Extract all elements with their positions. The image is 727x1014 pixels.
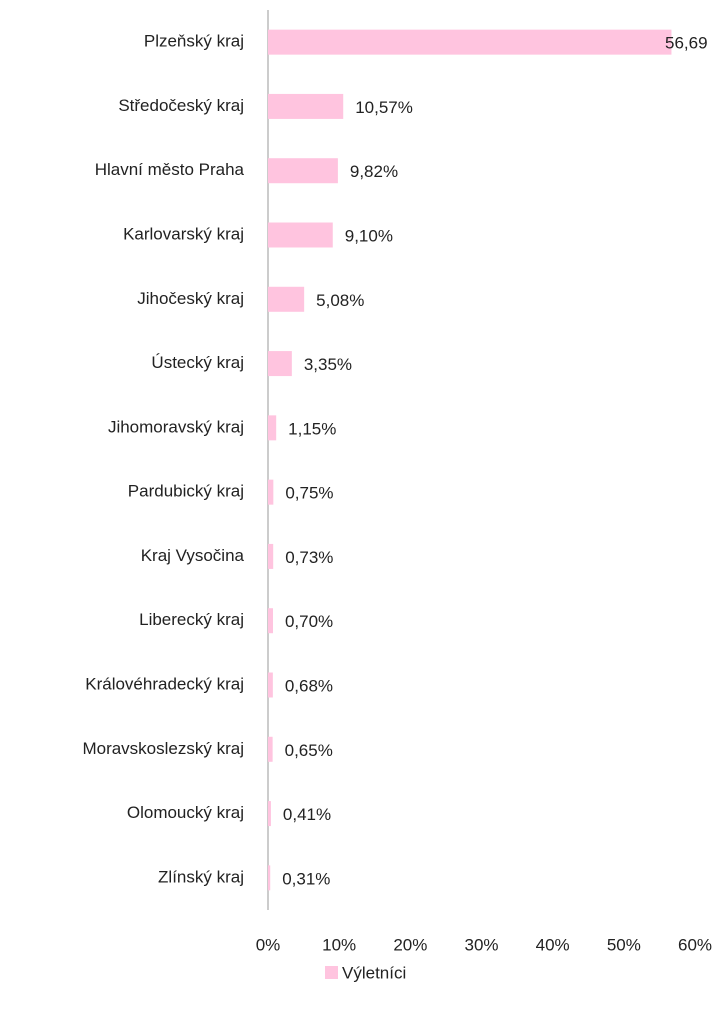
bar bbox=[268, 158, 338, 184]
bar bbox=[268, 286, 305, 312]
y-tick-label: Olomoucký kraj bbox=[127, 803, 244, 822]
x-tick-label: 20% bbox=[393, 935, 427, 954]
bar bbox=[268, 608, 273, 634]
x-tick-label: 0% bbox=[256, 935, 281, 954]
value-label: 5,08% bbox=[316, 291, 364, 310]
x-tick-label: 50% bbox=[607, 935, 641, 954]
y-tick-label: Kraj Vysočina bbox=[141, 546, 245, 565]
legend-label: Výletníci bbox=[342, 963, 406, 982]
bar bbox=[268, 415, 277, 441]
value-label: 3,35% bbox=[304, 355, 352, 374]
value-label: 0,31% bbox=[282, 869, 330, 888]
y-tick-label: Liberecký kraj bbox=[139, 610, 244, 629]
value-label: 0,73% bbox=[285, 548, 333, 567]
value-label: 0,75% bbox=[285, 484, 333, 503]
y-tick-label: Karlovarský kraj bbox=[123, 224, 244, 243]
value-label: 0,70% bbox=[285, 612, 333, 631]
x-tick-label: 60% bbox=[678, 935, 712, 954]
bar bbox=[268, 479, 274, 505]
value-label: 0,68% bbox=[285, 676, 333, 695]
bar bbox=[268, 801, 271, 827]
y-tick-label: Moravskoslezský kraj bbox=[82, 739, 244, 758]
value-label: 56,69 bbox=[665, 34, 708, 53]
legend-swatch bbox=[325, 966, 338, 979]
y-tick-label: Jihomoravský kraj bbox=[108, 417, 244, 436]
bar bbox=[268, 93, 344, 119]
x-tick-label: 10% bbox=[322, 935, 356, 954]
y-tick-label: Ústecký kraj bbox=[151, 353, 244, 372]
value-label: 1,15% bbox=[288, 419, 336, 438]
value-label: 0,65% bbox=[285, 741, 333, 760]
y-tick-label: Středočeský kraj bbox=[118, 96, 244, 115]
bar bbox=[268, 672, 273, 698]
y-tick-label: Plzeňský kraj bbox=[144, 32, 244, 51]
bar bbox=[268, 736, 273, 762]
value-label: 0,41% bbox=[283, 805, 331, 824]
y-tick-label: Hlavní město Praha bbox=[95, 160, 245, 179]
y-tick-label: Královéhradecký kraj bbox=[85, 674, 244, 693]
y-tick-label: Pardubický kraj bbox=[128, 482, 244, 501]
x-tick-label: 40% bbox=[536, 935, 570, 954]
value-label: 9,10% bbox=[345, 226, 393, 245]
value-label: 10,57% bbox=[355, 98, 413, 117]
bar bbox=[268, 865, 271, 891]
y-tick-label: Jihočeský kraj bbox=[137, 289, 244, 308]
bar bbox=[268, 29, 672, 55]
x-tick-label: 30% bbox=[464, 935, 498, 954]
bar bbox=[268, 351, 292, 377]
bar bbox=[268, 543, 274, 569]
y-tick-label: Zlínský kraj bbox=[158, 867, 244, 886]
bar bbox=[268, 222, 333, 248]
value-label: 9,82% bbox=[350, 162, 398, 181]
